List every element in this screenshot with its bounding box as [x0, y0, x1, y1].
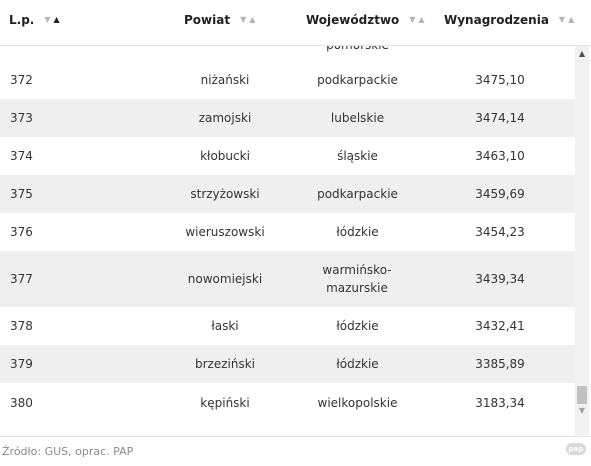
table-row: 380 kępiński wielkopolskie 3183,34	[0, 383, 575, 423]
cell-powiat: nowomiejski	[187, 272, 263, 286]
partial-row-wojewodztwo: pomorskie	[300, 46, 415, 52]
cell-wynagrodzenia: 3459,69	[475, 187, 525, 201]
table-row: 379 brzeziński łódzkie 3385,89	[0, 345, 575, 383]
table-row: 378 łaski łódzkie 3432,41	[0, 307, 575, 345]
cell-wynagrodzenia: 3439,34	[475, 272, 525, 286]
scrollbar-thumb[interactable]	[577, 386, 587, 404]
cell-wojewodztwo: warmińsko-mazurskie	[322, 263, 392, 295]
scroll-down-icon[interactable]: ▼	[578, 405, 586, 415]
sort-controls-wojewodztwo[interactable]: ▼ ▲	[409, 16, 427, 24]
cell-wojewodztwo: łódzkie	[336, 357, 379, 371]
column-header-lp[interactable]: L.p. ▼ ▲	[9, 13, 63, 27]
table-row: 372 niżański podkarpackie 3475,10	[0, 61, 575, 99]
column-header-wynagrodzenia-label: Wynagrodzenia	[444, 13, 549, 27]
sort-controls-wynagrodzenia[interactable]: ▼ ▲	[559, 16, 577, 24]
cell-powiat: niżański	[200, 73, 250, 87]
cell-lp: 374	[10, 149, 33, 163]
cell-lp: 376	[10, 225, 33, 239]
column-header-wojewodztwo-label: Województwo	[306, 13, 400, 27]
source-note: Źródło: GUS, oprac. PAP	[2, 445, 134, 458]
table-row: 376 wieruszowski łódzkie 3454,23	[0, 213, 575, 251]
column-header-powiat-label: Powiat	[184, 13, 231, 27]
cell-wynagrodzenia: 3385,89	[475, 357, 525, 371]
cell-wynagrodzenia: 3454,23	[475, 225, 525, 239]
sort-asc-icon[interactable]: ▲	[249, 15, 256, 24]
table-row: 377 nowomiejski warmińsko-mazurskie 3439…	[0, 251, 575, 307]
cell-wynagrodzenia: 3183,34	[475, 396, 525, 410]
cell-wojewodztwo: śląskie	[337, 149, 378, 163]
cell-powiat: kępiński	[200, 396, 250, 410]
sort-desc-icon[interactable]: ▼	[558, 15, 566, 24]
cell-lp: 373	[10, 111, 33, 125]
cell-lp: 372	[10, 73, 33, 87]
cell-lp: 378	[10, 319, 33, 333]
cell-powiat: kłobucki	[200, 149, 250, 163]
table-header: L.p. ▼ ▲ Powiat ▼ ▲ Województwo ▼ ▲ Wyna…	[0, 0, 591, 46]
pap-logo-icon: pap	[566, 443, 586, 455]
sort-asc-icon[interactable]: ▲	[53, 15, 60, 24]
sort-asc-icon[interactable]: ▲	[568, 15, 575, 24]
table-row: 373 zamojski lubelskie 3474,14	[0, 99, 575, 137]
cell-wynagrodzenia: 3474,14	[475, 111, 525, 125]
cell-powiat: strzyżowski	[190, 187, 260, 201]
cell-wojewodztwo: podkarpackie	[317, 73, 398, 87]
column-header-wynagrodzenia[interactable]: Wynagrodzenia ▼ ▲	[444, 13, 577, 27]
cell-wojewodztwo: łódzkie	[336, 319, 379, 333]
sort-desc-icon[interactable]: ▼	[409, 15, 416, 24]
cell-powiat: wieruszowski	[185, 225, 265, 239]
sort-desc-icon[interactable]: ▼	[240, 15, 247, 24]
column-header-wojewodztwo[interactable]: Województwo ▼ ▲	[306, 13, 428, 27]
sort-asc-icon[interactable]: ▲	[418, 15, 425, 24]
sort-desc-icon[interactable]: ▼	[44, 15, 51, 24]
cell-wojewodztwo: wielkopolskie	[317, 396, 398, 410]
sort-controls-lp[interactable]: ▼ ▲	[44, 16, 62, 24]
cell-lp: 379	[10, 357, 33, 371]
table-row: 375 strzyżowski podkarpackie 3459,69	[0, 175, 575, 213]
cell-wojewodztwo: lubelskie	[330, 111, 385, 125]
cell-lp: 375	[10, 187, 33, 201]
column-header-powiat[interactable]: Powiat ▼ ▲	[184, 13, 258, 27]
table-body[interactable]: pomorskie 372 niżański podkarpackie 3475…	[0, 46, 575, 435]
table-row: 374 kłobucki śląskie 3463,10	[0, 137, 575, 175]
cell-lp: 377	[10, 272, 33, 286]
cell-wynagrodzenia: 3475,10	[475, 73, 525, 87]
cell-powiat: łaski	[211, 319, 239, 333]
scroll-up-icon[interactable]: ▲	[578, 48, 586, 58]
cell-wynagrodzenia: 3463,10	[475, 149, 525, 163]
vertical-scrollbar[interactable]: ▲ ▼	[575, 46, 589, 435]
cell-powiat: zamojski	[198, 111, 252, 125]
cell-wojewodztwo: podkarpackie	[317, 187, 398, 201]
cell-powiat: brzeziński	[194, 357, 255, 371]
footer: Źródło: GUS, oprac. PAP pap	[0, 436, 591, 466]
cell-lp: 380	[10, 396, 33, 410]
cell-wynagrodzenia: 3432,41	[475, 319, 525, 333]
column-header-lp-label: L.p.	[9, 13, 35, 27]
cell-wojewodztwo: łódzkie	[336, 225, 379, 239]
sort-controls-powiat[interactable]: ▼ ▲	[240, 16, 258, 24]
